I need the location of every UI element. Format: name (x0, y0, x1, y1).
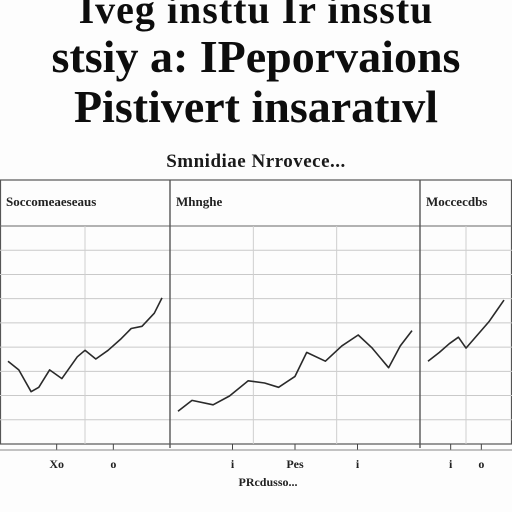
chart-frame (0, 179, 512, 445)
title-line-3: Pistivert insaratıvl (73, 81, 439, 132)
panel-title: Soccomeaeseaus (6, 194, 96, 209)
x-tick-label: Xo (49, 457, 64, 471)
x-tick-label: o (110, 457, 116, 471)
series-line (177, 330, 413, 412)
series-line (427, 299, 505, 362)
panel-title: Mhnghe (176, 194, 222, 209)
x-tick-label: i (231, 457, 235, 471)
panel-title: Moccecdbs (426, 194, 487, 209)
x-tick-label: o (478, 457, 484, 471)
series-line (7, 297, 163, 393)
x-tick-label: Pes (286, 457, 304, 471)
chart-subtitle: Smnidiae Nrrovece... (166, 151, 346, 172)
x-axis-label: PRcdusso... (238, 475, 297, 489)
title-line-1: Iveg insttu Ir insstu (78, 0, 434, 32)
title-line-2: stsiy a: IPeporvaions (51, 31, 461, 82)
x-tick-label: i (449, 457, 453, 471)
x-tick-label: i (356, 457, 360, 471)
